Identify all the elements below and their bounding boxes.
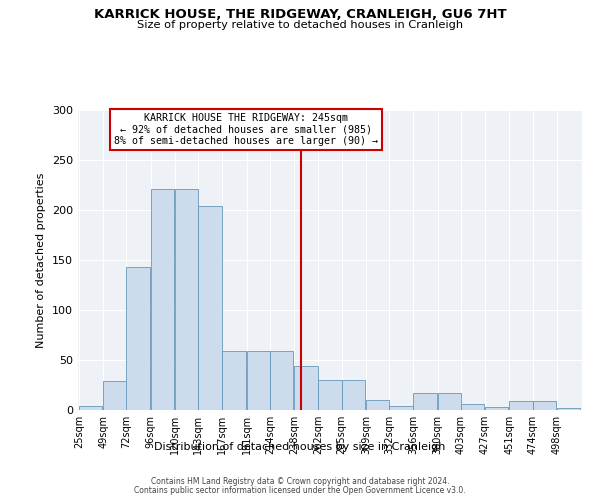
Bar <box>151 189 174 410</box>
Bar <box>198 206 221 410</box>
Text: Contains HM Land Registry data © Crown copyright and database right 2024.: Contains HM Land Registry data © Crown c… <box>151 477 449 486</box>
Y-axis label: Number of detached properties: Number of detached properties <box>37 172 46 348</box>
Bar <box>461 404 484 410</box>
Bar <box>485 407 508 410</box>
Text: KARRICK HOUSE THE RIDGEWAY: 245sqm
← 92% of detached houses are smaller (985)
8%: KARRICK HOUSE THE RIDGEWAY: 245sqm ← 92%… <box>113 113 377 146</box>
Bar <box>319 380 342 410</box>
Bar <box>175 189 199 410</box>
Bar <box>533 401 556 410</box>
Bar <box>223 351 246 410</box>
Bar <box>557 408 580 410</box>
Bar <box>341 380 365 410</box>
Bar <box>389 406 413 410</box>
Bar <box>103 381 127 410</box>
Bar <box>509 401 533 410</box>
Text: KARRICK HOUSE, THE RIDGEWAY, CRANLEIGH, GU6 7HT: KARRICK HOUSE, THE RIDGEWAY, CRANLEIGH, … <box>94 8 506 20</box>
Bar <box>79 406 103 410</box>
Bar <box>270 351 293 410</box>
Text: Size of property relative to detached houses in Cranleigh: Size of property relative to detached ho… <box>137 20 463 30</box>
Bar <box>247 351 270 410</box>
Bar <box>294 366 317 410</box>
Text: Contains public sector information licensed under the Open Government Licence v3: Contains public sector information licen… <box>134 486 466 495</box>
Bar <box>366 400 389 410</box>
Bar <box>127 267 150 410</box>
Bar <box>413 393 437 410</box>
Text: Distribution of detached houses by size in Cranleigh: Distribution of detached houses by size … <box>154 442 446 452</box>
Bar <box>437 393 461 410</box>
